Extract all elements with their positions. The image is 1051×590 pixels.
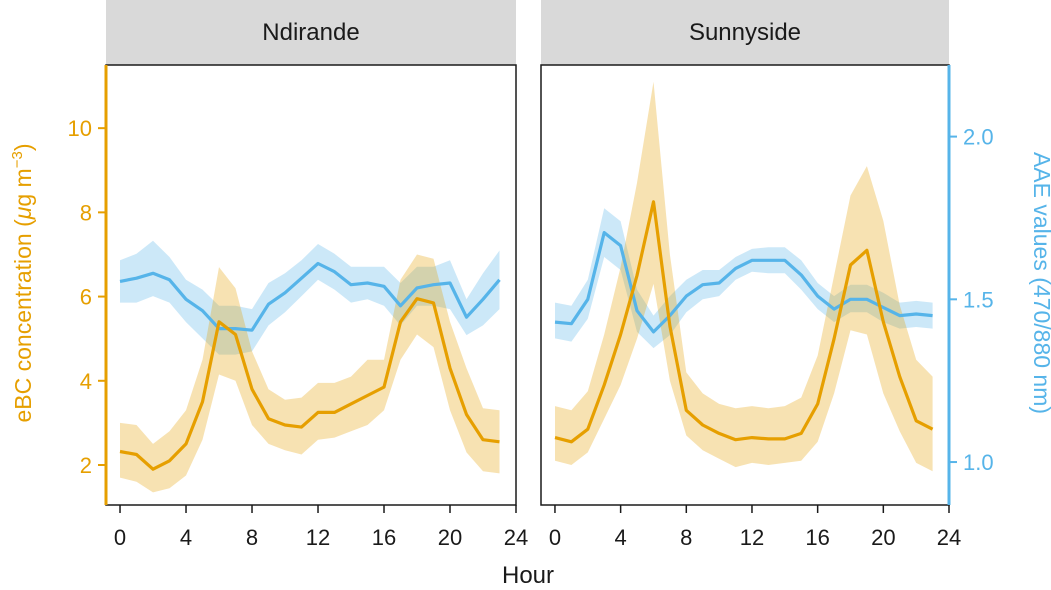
facet-strip-label: Ndirande [262,19,359,46]
y-axis-title-left-pre: eBC concentration ( [10,219,36,423]
aae-line [554,231,933,334]
y-axis-title-left-mid: g m [10,168,36,206]
facet-strip-label: Sunnyside [689,19,801,46]
y-axis-title-right: AAE values (470/880 nm) [1029,152,1051,414]
aae-line [119,261,501,332]
x-tick-label: 20 [871,525,895,550]
y-axis-title-left-mu: μ [10,206,36,220]
x-tick-label: 20 [438,525,462,550]
x-tick-label: 4 [615,525,627,550]
y-tick-label-left: 4 [80,369,92,394]
facet-strip [106,0,516,65]
x-tick-label: 8 [246,525,258,550]
x-tick-label: 16 [372,525,396,550]
x-axis-title: Hour [502,562,554,589]
x-tick-label: 12 [306,525,330,550]
y-axis-title-left: eBC concentration (μg m−3) [9,143,36,422]
x-tick-label: 24 [504,525,528,550]
x-tick-label: 12 [740,525,764,550]
y-tick-label-left: 10 [68,116,92,141]
panel-sunnyside: Sunnyside 0 4 8 12 16 20 24 1.0 1.5 2.0 [540,0,994,550]
y-axis-title-left-post: ) [10,143,36,151]
x-tick-label: 16 [805,525,829,550]
y-axis-title-left-sup: −3 [9,151,26,168]
y-tick-label-right: 1.0 [963,450,994,475]
ebc-line [119,297,500,471]
x-tick-label: 24 [937,525,961,550]
y-tick-label-right: 2.0 [963,125,994,150]
y-tick-label-right: 1.5 [963,287,994,312]
x-tick-label: 0 [549,525,561,550]
x-tick-label: 0 [114,525,126,550]
ebc-ribbon [555,81,933,472]
y-tick-label-left: 6 [80,285,92,310]
plot-area [541,65,949,505]
facet-strip [541,0,949,65]
y-tick-label-left: 2 [80,453,92,478]
x-tick-label: 8 [680,525,692,550]
ebc-line [554,200,934,444]
x-tick-label: 4 [180,525,192,550]
y-tick-label-left: 8 [80,200,92,225]
